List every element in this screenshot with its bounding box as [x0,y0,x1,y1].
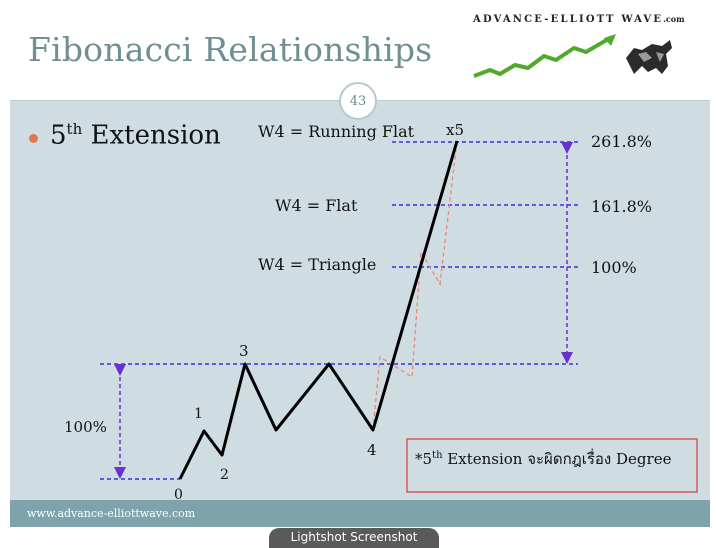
alt-wave-path [372,140,458,431]
bullet-dot [29,134,38,143]
note-sup: th [432,450,443,461]
content-area [10,100,710,501]
brand-logo-name: ADVANCE-ELLIOTT WAVE [473,14,664,25]
wave-label-0: 0 [174,487,183,503]
brand-logo-suffix: .com [663,14,685,24]
bullet-heading-sup: th [66,120,83,138]
wave-label-2: 2 [220,467,229,483]
bull-logo-icon [626,40,672,74]
level-name-triangle: W4 = Triangle [258,255,376,274]
brand-logo-text: ADVANCE-ELLIOTT WAVE.com [473,14,685,25]
bullet-heading-text: Extension [82,120,221,151]
level-name-flat: W4 = Flat [275,196,358,215]
lightshot-tab[interactable]: Lightshot Screenshot [269,528,439,548]
left-level-label: 100% [64,418,107,436]
wave-label-x5: x5 [446,121,464,139]
wave-label-1: 1 [194,406,203,422]
wave-label-4: 4 [367,441,377,459]
note-prefix: *5 [415,450,432,468]
bullet-heading: 5th Extension [50,120,221,151]
level-pct-100: 100% [591,258,637,277]
slide-number-badge: 43 [339,82,377,120]
level-pct-161: 161.8% [591,197,652,216]
main-wave-path [178,140,459,480]
note-box [406,438,698,493]
growth-arrow-icon [473,34,616,78]
footer-url: www.advance-elliottwave.com [27,507,196,520]
bullet-heading-number: 5 [50,120,67,151]
slide-title: Fibonacci Relationships [28,30,433,69]
wave-label-3: 3 [239,342,249,360]
slide-footer: www.advance-elliottwave.com [10,500,710,527]
level-pct-261: 261.8% [591,132,652,151]
note-rest: Extension จะผิดกฎเรื่อง Degree [443,448,672,468]
level-name-running-flat: W4 = Running Flat [258,122,415,141]
note-text: *5th Extension จะผิดกฎเรื่อง Degree [415,448,672,468]
